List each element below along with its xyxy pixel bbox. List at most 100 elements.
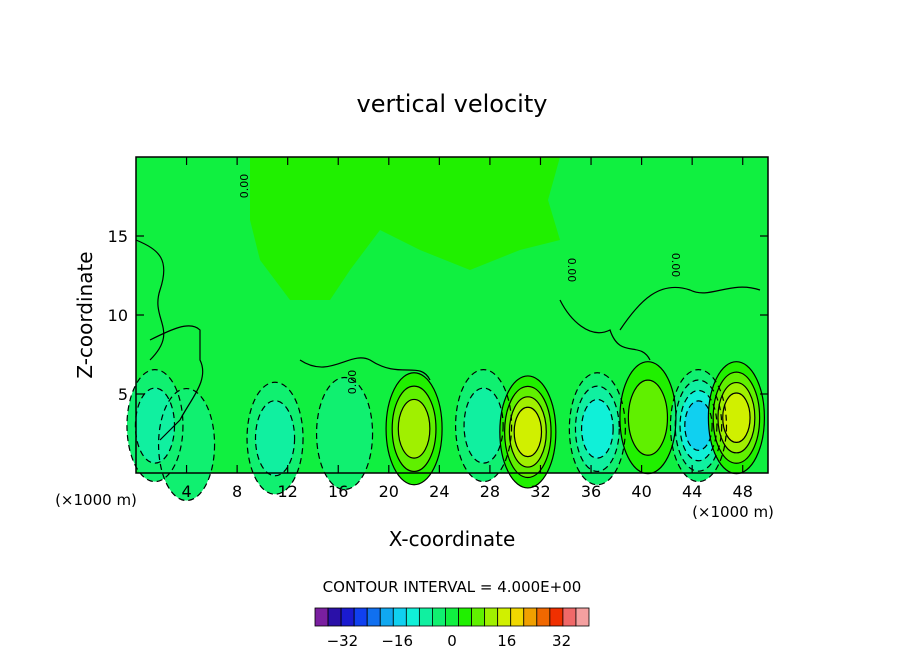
colorbar-swatch — [471, 607, 486, 627]
contour-region-10-3 — [722, 393, 751, 443]
contour-line-9-0 — [669, 369, 728, 483]
colorbar-swatch — [549, 607, 564, 627]
contour-region-6-3 — [514, 407, 542, 457]
zero-contour-4 — [619, 286, 761, 331]
colorbar-swatch — [432, 607, 446, 627]
colorbar-tick-label: −32 — [327, 632, 359, 650]
plot-area: 0.00 0.00 0.00 0.00 — [126, 156, 769, 502]
contour-region-9-3 — [684, 400, 713, 451]
contour-line-4-1 — [391, 385, 437, 473]
contour-line-0-0 — [157, 387, 216, 502]
contour-line-6-2 — [508, 396, 547, 468]
colorbar-swatch — [327, 607, 342, 627]
colorbar-swatch — [418, 607, 433, 627]
zero-contour-1 — [299, 357, 431, 381]
contour-line-10-1 — [712, 371, 761, 464]
y-tick-labels: 5 10 15 — [108, 227, 128, 404]
colorbar-tick-label: 16 — [497, 632, 516, 650]
x-tick-label: 20 — [379, 482, 399, 501]
contour-line-9-2 — [679, 389, 718, 462]
contour-value-label: 0.00 — [346, 370, 359, 395]
colorbar-swatch — [340, 607, 355, 627]
x-tick-labels: 4 8 12 16 20 24 28 32 36 40 44 48 — [181, 482, 752, 501]
colorbar-swatch — [314, 607, 329, 627]
axis-ticks — [136, 157, 768, 473]
y-tick-label: 5 — [118, 385, 128, 404]
x-tick-label: 12 — [278, 482, 298, 501]
x-tick-label: 24 — [429, 482, 449, 501]
contour-line-5-0 — [455, 369, 513, 483]
x-tick-label: 36 — [581, 482, 601, 501]
zero-contour-3 — [135, 239, 165, 361]
colorbar-tick-label: −16 — [381, 632, 413, 650]
contour-line-10-3 — [722, 392, 751, 443]
x-axis-label: X-coordinate — [389, 527, 516, 551]
colorbar-swatch — [392, 607, 407, 627]
contour-labels: 0.00 0.00 0.00 0.00 — [238, 174, 682, 395]
contour-line-3-0 — [315, 376, 374, 491]
x-tick-label: 28 — [480, 482, 500, 501]
contour-region-8-1 — [628, 380, 668, 456]
contour-line-5-1 — [463, 387, 504, 464]
colorbar-swatch — [379, 607, 394, 627]
contour-line-6-3 — [513, 406, 543, 458]
contour-line-2-1 — [254, 400, 296, 477]
x-tick-label: 16 — [328, 482, 348, 501]
contour-value-label: 0.00 — [669, 253, 682, 278]
contour-line-8-1 — [627, 379, 669, 456]
contour-line-6-0 — [499, 375, 557, 489]
upper-positive-region — [250, 157, 560, 300]
contour-value-label: 0.00 — [238, 174, 251, 199]
chart-title: vertical velocity — [357, 90, 548, 118]
x-units-right: (×1000 m) — [692, 503, 774, 521]
contour-line-9-1 — [674, 379, 723, 472]
colorbar-swatch — [353, 607, 368, 627]
colorbar-swatch — [510, 607, 525, 627]
contour-region-7-2 — [581, 399, 614, 459]
x-units-left: (×1000 m) — [55, 491, 137, 509]
contour-region-5-1 — [464, 388, 504, 464]
colorbar-swatch — [445, 607, 459, 627]
x-tick-label: 32 — [530, 482, 550, 501]
contour-fill — [126, 157, 765, 501]
colorbar-swatch — [484, 607, 499, 627]
contour-line-9-3 — [684, 400, 713, 451]
contour-region-3-0 — [316, 377, 373, 490]
contour-line-7-1 — [574, 385, 620, 473]
colorbar-swatch — [366, 607, 381, 627]
colorbar-tick-label: 32 — [552, 632, 571, 650]
x-tick-label: 48 — [733, 482, 753, 501]
contour-line-7-2 — [580, 398, 614, 459]
x-tick-label: 8 — [232, 482, 242, 501]
zero-contour-2 — [559, 299, 651, 361]
contour-region-2-1 — [255, 400, 295, 476]
x-tick-label: 44 — [682, 482, 702, 501]
x-tick-label: 4 — [181, 482, 191, 501]
colorbar-swatch — [536, 607, 551, 627]
colorbar — [314, 607, 590, 627]
contour-line-4-0 — [385, 372, 443, 486]
colorbar-swatch — [405, 607, 420, 627]
zero-contour-0 — [149, 325, 204, 441]
colorbar-swatch — [497, 607, 512, 627]
colorbar-swatch — [458, 607, 472, 627]
contour-line-10-2 — [717, 381, 756, 454]
contour-region-1-1 — [135, 388, 175, 464]
contour-value-label: 0.00 — [565, 258, 578, 283]
contour-region-4-2 — [398, 399, 430, 459]
contour-line-7-0 — [568, 372, 626, 486]
colorbar-labels: −32 −16 0 16 32 — [327, 632, 572, 650]
contour-line-6-1 — [504, 385, 552, 479]
colorbar-swatch — [575, 607, 590, 627]
contour-lines — [126, 239, 766, 502]
contour-line-4-2 — [397, 398, 431, 459]
contour-line-2-0 — [246, 381, 304, 495]
y-axis-label: Z-coordinate — [73, 251, 97, 378]
y-tick-label: 15 — [108, 227, 128, 246]
x-tick-label: 40 — [631, 482, 651, 501]
contour-interval-label: CONTOUR INTERVAL = 4.000E+00 — [323, 578, 582, 596]
contour-line-1-0 — [126, 369, 184, 483]
colorbar-swatch — [523, 607, 538, 627]
y-tick-label: 10 — [108, 306, 128, 325]
